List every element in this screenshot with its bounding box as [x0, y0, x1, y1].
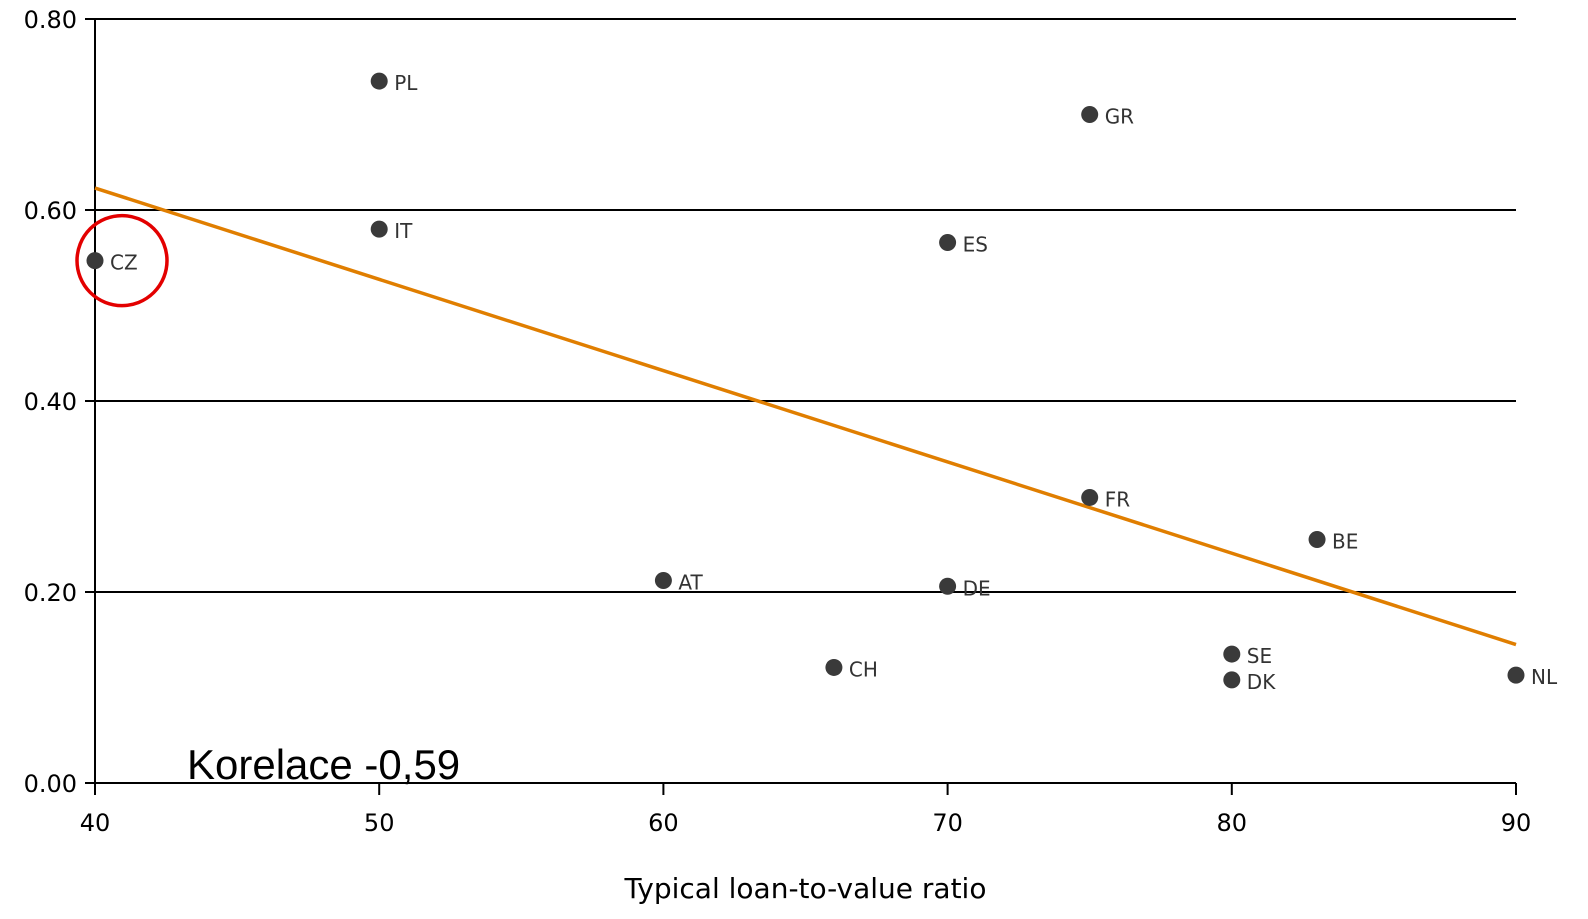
data-label-es: ES — [963, 232, 988, 256]
data-label-fr: FR — [1105, 487, 1131, 511]
tick-labels: 0.00 0.20 0.40 0.60 0.80 40 50 60 70 80 90 — [24, 6, 1532, 837]
data-point-gr — [1081, 106, 1099, 123]
data-label-cz: CZ — [110, 251, 138, 275]
x-tick-label: 90 — [1501, 809, 1532, 837]
data-label-se: SE — [1247, 644, 1272, 668]
data-point-cz — [86, 252, 104, 270]
data-point-at — [654, 572, 672, 590]
x-axis-title: Typical loan-to-value ratio — [624, 872, 987, 905]
y-tick-label: 0.60 — [24, 197, 77, 225]
data-point-fr — [1081, 488, 1099, 506]
highlight-circle — [75, 213, 169, 308]
data-label-gr: GR — [1105, 105, 1134, 129]
trend-line — [94, 186, 1517, 647]
data-label-be: BE — [1332, 529, 1358, 553]
gridlines — [85, 18, 1517, 795]
data-label-it: IT — [394, 219, 413, 243]
data-point-se — [1223, 645, 1241, 663]
y-tick-label: 0.20 — [24, 579, 77, 607]
data-point-de — [939, 577, 957, 595]
x-tick-label: 40 — [80, 809, 111, 837]
data-point-ch — [825, 658, 843, 676]
axes — [94, 19, 1516, 784]
data-label-de: DE — [963, 576, 991, 600]
data-label-nl: NL — [1531, 665, 1558, 689]
data-label-ch: CH — [849, 657, 878, 681]
data-points: PL GR IT ES CZ FR BE AT DE SE CH NL DK — [86, 71, 1558, 694]
x-tick-label: 80 — [1217, 809, 1248, 837]
data-point-be — [1308, 530, 1326, 548]
x-tick-label: 70 — [932, 809, 963, 837]
data-point-pl — [370, 72, 388, 90]
y-tick-label: 0.00 — [24, 770, 77, 798]
correlation-annotation: Korelace -0,59 — [187, 741, 460, 788]
data-label-pl: PL — [394, 71, 418, 95]
data-label-at: AT — [678, 571, 703, 595]
data-point-es — [939, 233, 957, 251]
data-point-dk — [1223, 671, 1241, 689]
x-tick-label: 60 — [648, 809, 679, 837]
x-tick-label: 50 — [364, 809, 395, 837]
data-point-it — [370, 220, 388, 238]
y-tick-label: 0.80 — [24, 6, 77, 34]
y-tick-label: 0.40 — [24, 388, 77, 416]
data-point-nl — [1507, 666, 1525, 684]
data-label-dk: DK — [1247, 670, 1276, 694]
